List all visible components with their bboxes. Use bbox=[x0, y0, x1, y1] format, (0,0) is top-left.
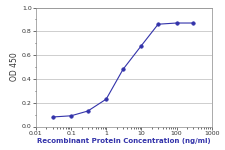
X-axis label: Recombinant Protein Concentration (ng/ml): Recombinant Protein Concentration (ng/ml… bbox=[37, 138, 211, 144]
Y-axis label: OD 450: OD 450 bbox=[10, 53, 19, 81]
